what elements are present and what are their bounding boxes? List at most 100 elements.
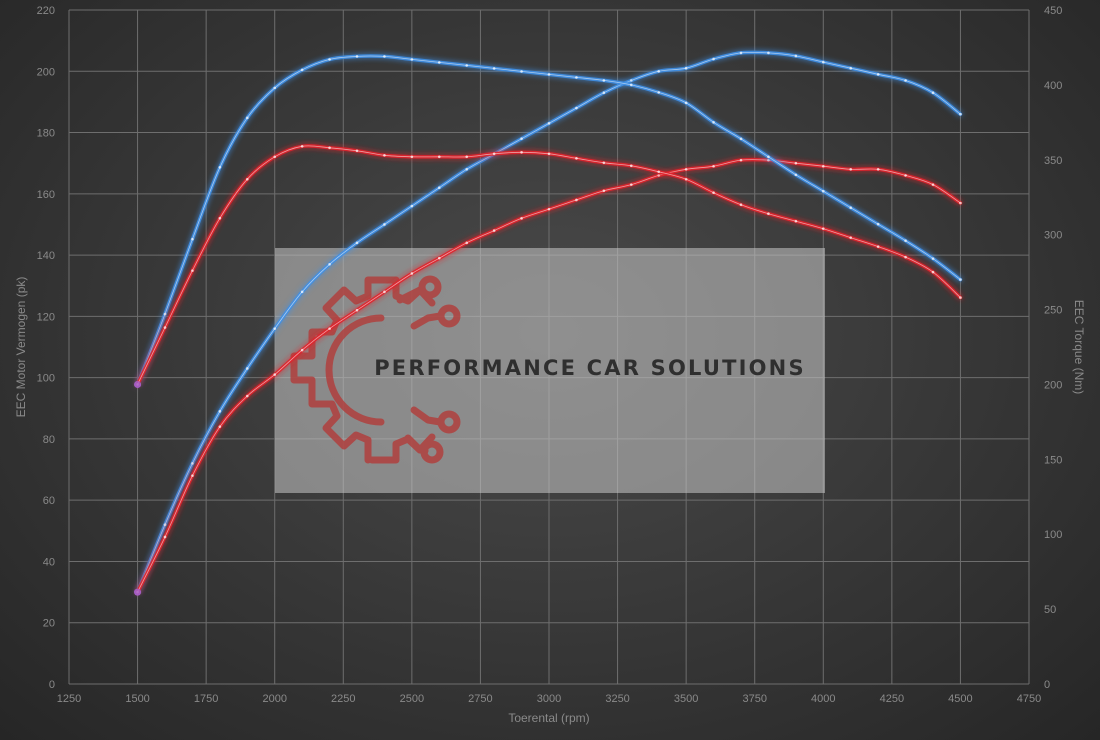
data-point <box>328 58 331 61</box>
data-point <box>410 272 414 275</box>
data-point <box>547 152 551 156</box>
data-point <box>355 308 359 312</box>
data-point <box>410 155 414 159</box>
data-point <box>520 217 523 220</box>
left-tick-label: 40 <box>43 556 55 568</box>
right-axis-title: EEC Torque (Nm) <box>1072 300 1086 394</box>
x-tick-label: 1750 <box>194 693 218 705</box>
data-point <box>794 54 798 58</box>
data-point <box>575 156 578 160</box>
data-point <box>629 164 633 168</box>
data-point <box>383 290 386 294</box>
data-point <box>629 83 633 87</box>
series-start-marker <box>134 380 142 388</box>
data-point <box>575 76 578 79</box>
data-point <box>904 239 907 242</box>
data-point <box>492 152 496 156</box>
data-point <box>410 58 414 61</box>
data-point <box>849 206 853 210</box>
data-point <box>931 183 935 186</box>
right-tick-label: 450 <box>1044 5 1062 17</box>
series-lines <box>134 50 963 596</box>
right-tick-label: 150 <box>1044 454 1062 466</box>
right-tick-label: 100 <box>1044 529 1062 541</box>
data-point <box>575 198 578 202</box>
data-point <box>520 137 523 140</box>
x-tick-label: 2500 <box>400 693 424 705</box>
left-tick-label: 140 <box>37 250 55 262</box>
data-point <box>437 256 441 260</box>
data-point <box>328 262 331 266</box>
data-point <box>684 177 688 181</box>
right-tick-label: 50 <box>1044 604 1056 616</box>
data-point <box>657 69 661 73</box>
data-point <box>684 168 688 171</box>
data-point <box>739 51 743 55</box>
data-point <box>712 121 715 124</box>
data-point <box>629 183 633 186</box>
data-point <box>959 112 962 116</box>
left-tick-label: 100 <box>37 373 55 385</box>
data-point <box>657 91 661 94</box>
right-tick-label: 250 <box>1044 305 1062 317</box>
data-point <box>273 373 277 376</box>
left-axis-title: EEC Motor Vermogen (pk) <box>14 277 28 418</box>
left-tick-label: 0 <box>49 679 55 691</box>
data-point <box>849 168 853 171</box>
data-point <box>218 165 222 169</box>
data-point <box>821 164 825 168</box>
data-point <box>245 116 249 120</box>
data-point <box>520 70 523 73</box>
x-tick-label: 3250 <box>605 693 629 705</box>
data-point <box>465 155 469 159</box>
x-tick-label: 4000 <box>811 693 835 705</box>
gear-circuit-logo-icon <box>290 275 461 464</box>
data-point <box>465 64 469 67</box>
data-point <box>767 158 770 162</box>
data-point <box>849 66 853 70</box>
x-tick-label: 2250 <box>331 693 355 705</box>
x-axis-ticks: 1250 1500 1750 2000 2250 2500 2750 3000 3250 3500… <box>57 693 1041 705</box>
data-point <box>273 86 277 90</box>
data-point <box>328 327 331 330</box>
data-point <box>876 245 880 248</box>
data-point <box>300 144 304 148</box>
data-point <box>821 189 825 193</box>
data-point <box>739 203 743 207</box>
left-tick-label: 60 <box>43 495 55 507</box>
data-point <box>849 236 853 239</box>
data-point <box>163 312 167 316</box>
data-point <box>273 155 277 159</box>
data-point <box>876 222 880 226</box>
data-point <box>602 91 606 95</box>
right-tick-label: 300 <box>1044 230 1062 242</box>
data-point <box>629 79 633 82</box>
x-tick-label: 4750 <box>1017 693 1041 705</box>
data-point <box>492 229 496 232</box>
left-tick-label: 80 <box>43 434 55 446</box>
data-point <box>712 191 715 195</box>
data-point <box>273 327 277 330</box>
data-point <box>794 173 798 177</box>
x-tick-label: 3000 <box>537 693 561 705</box>
data-point <box>191 269 194 272</box>
data-point <box>602 79 606 82</box>
data-point <box>300 348 304 352</box>
series-start-marker <box>134 588 142 596</box>
left-axis-ticks: 0 20 40 60 80 100 120 140 160 180 200 220 <box>37 5 55 691</box>
data-point <box>712 57 715 61</box>
data-point <box>575 106 578 110</box>
data-point <box>355 149 359 153</box>
data-point <box>547 122 551 125</box>
data-point <box>245 394 249 398</box>
x-tick-label: 4250 <box>880 693 904 705</box>
data-point <box>876 168 880 171</box>
data-point <box>163 535 167 539</box>
data-point <box>383 223 386 226</box>
data-point <box>437 61 441 64</box>
data-point <box>410 204 414 208</box>
x-tick-label: 1500 <box>125 693 149 705</box>
data-point <box>602 189 606 193</box>
data-point <box>383 55 386 58</box>
